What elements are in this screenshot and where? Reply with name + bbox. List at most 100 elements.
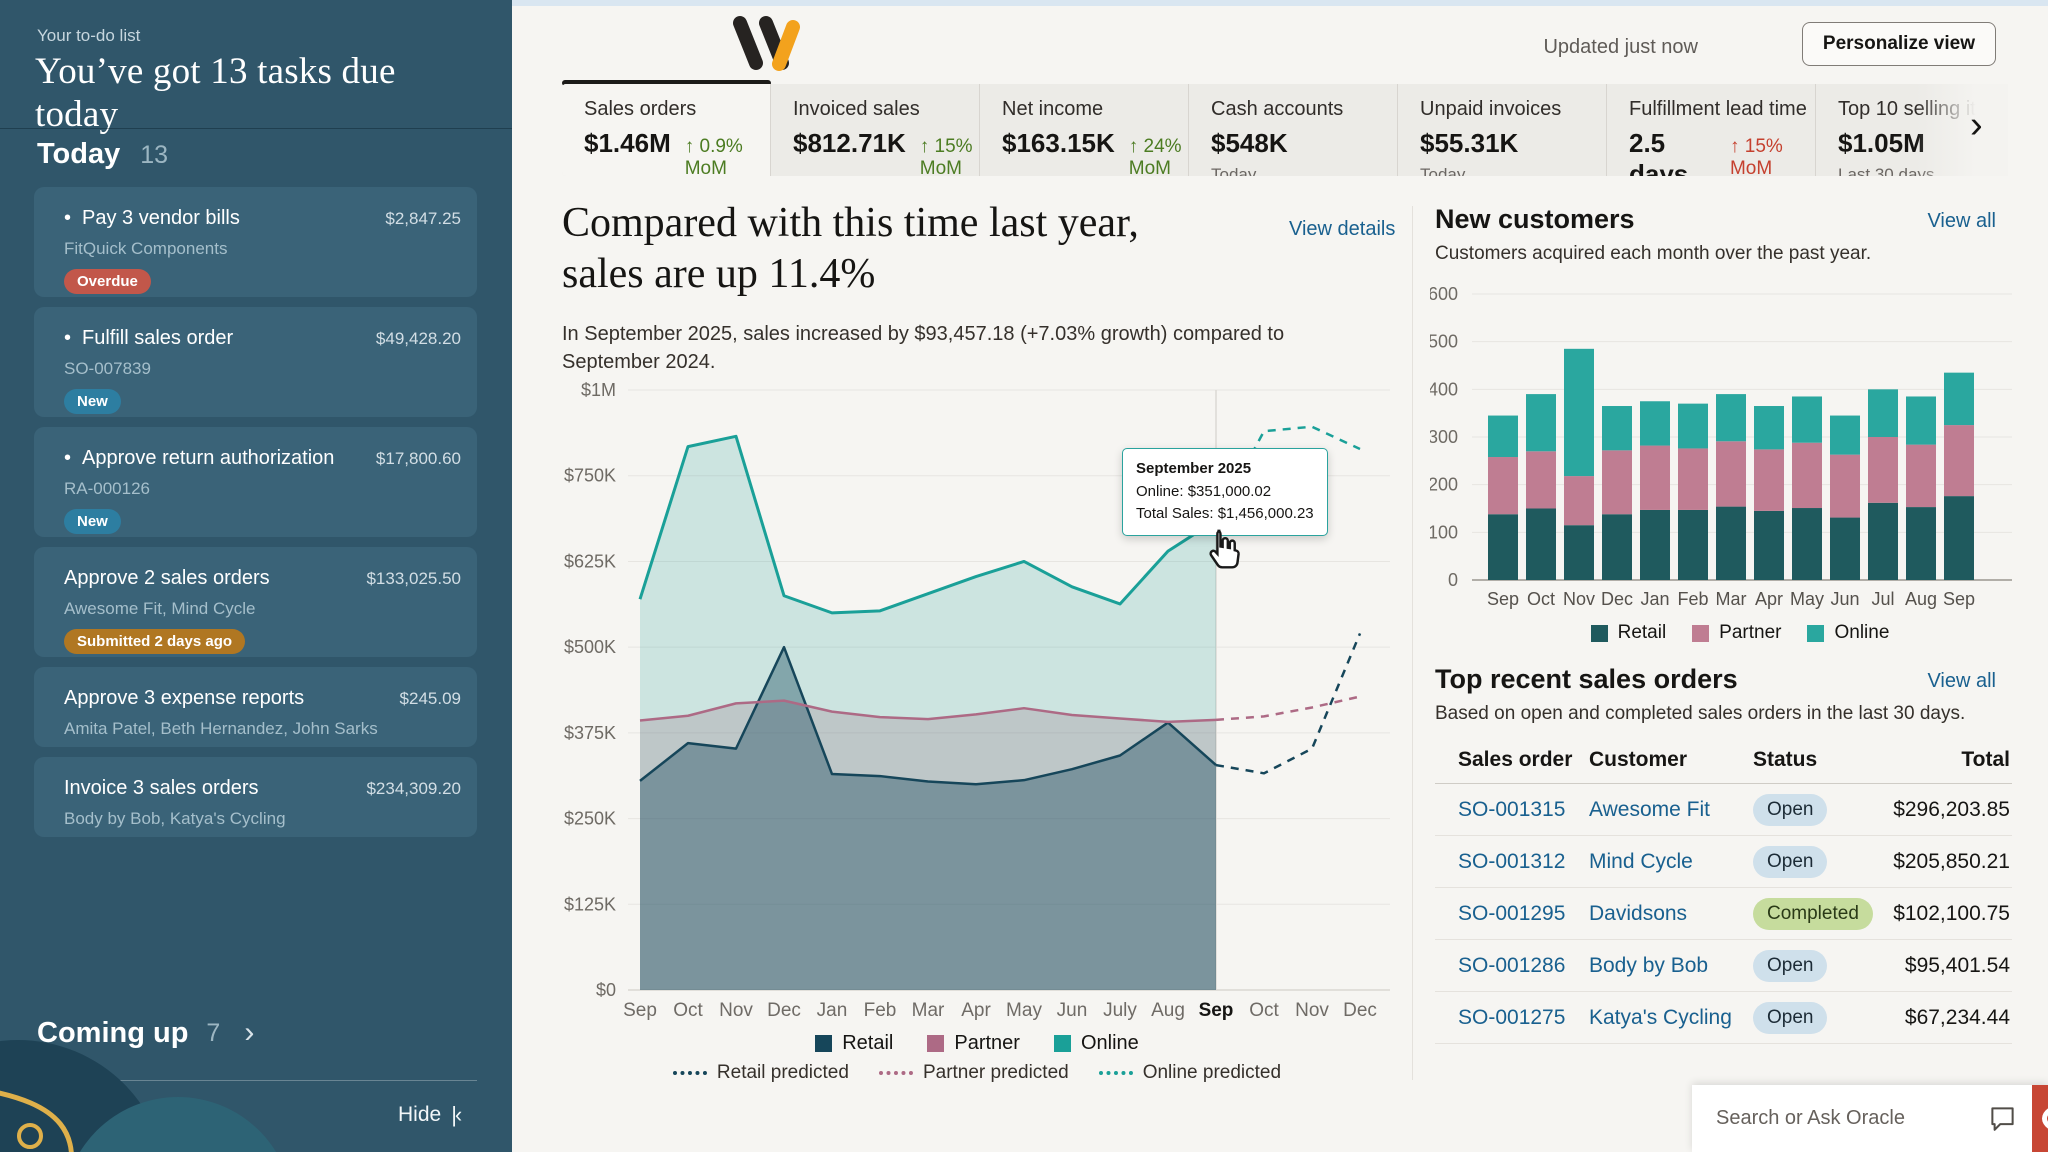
sales-order-row: SO-001312 Mind Cycle Open $205,850.21	[1435, 836, 2012, 888]
svg-text:Dec: Dec	[1601, 589, 1633, 609]
task-card[interactable]: Approve 3 expense reports $245.09 Amita Pa…	[34, 667, 477, 747]
legend-swatch-icon	[1053, 1035, 1071, 1052]
kpi-value-row: $1.05M	[1838, 128, 2008, 159]
chevron-right-icon[interactable]: ›	[244, 1016, 255, 1049]
task-card[interactable]: Invoice 3 sales orders $234,309.20 Body by…	[34, 757, 477, 837]
task-amount: $17,800.60	[375, 449, 461, 468]
kpi-tile-cash-accounts[interactable]: Cash accounts $548K Today	[1189, 84, 1398, 176]
legend-label: Retail	[842, 1032, 894, 1054]
kpi-period: Last 30 days	[1838, 165, 1935, 176]
kpi-tile-net-income[interactable]: Net income$163.15K↑ 24% MoMThis month	[980, 84, 1189, 176]
task-title-row: Approve 3 expense reports $245.09	[64, 687, 461, 710]
legend-label: Retail	[1617, 622, 1667, 643]
svg-text:300: 300	[1430, 427, 1458, 447]
task-amount: $245.09	[399, 689, 461, 708]
col-header-total: Total	[1961, 747, 2010, 771]
new-customers-bar-chart: 0 100 200 300 400 500 600 Sep Oct Nov Dec Jan Feb Mar…	[1430, 284, 2012, 609]
sales-order-row: SO-001275 Katya's Cycling Open $67,234.44	[1435, 992, 2012, 1044]
kpi-scroll-right-button[interactable]: ›	[1970, 104, 1983, 146]
kpi-value-row: $548K	[1211, 128, 1397, 159]
chart-tooltip: September 2025 Online: $351,000.02 Total…	[1122, 448, 1328, 536]
task-subtitle: FitQuick Components	[64, 239, 228, 258]
svg-text:Mar: Mar	[1716, 589, 1747, 609]
svg-text:Dec: Dec	[767, 1000, 801, 1021]
task-card[interactable]: Approve 2 sales orders $133,025.50 Awesome…	[34, 547, 477, 657]
today-section-header: Today 13	[37, 138, 168, 171]
col-header-status: Status	[1753, 747, 1818, 771]
hide-sidebar-button[interactable]: Hide |‹	[398, 1102, 462, 1128]
legend-item-retail: Retail	[815, 1032, 893, 1055]
svg-text:Oct: Oct	[673, 1000, 703, 1021]
customer-link[interactable]: Awesome Fit	[1589, 797, 1710, 821]
tooltip-total-value: Total Sales: $1,456,000.23	[1136, 505, 1314, 522]
svg-text:200: 200	[1430, 475, 1458, 495]
task-card[interactable]: • Approve return authorization $17,800.60 R…	[34, 427, 477, 537]
task-subtitle: SO-007839	[64, 359, 151, 378]
kpi-strip: Sales orders$1.46M↑ 0.9% MoMThis monthIn…	[562, 84, 2008, 176]
kpi-value-row: $1.46M ↑ 0.9% MoM	[584, 128, 770, 176]
task-title: Approve 3 expense reports	[64, 687, 305, 709]
svg-text:Jun: Jun	[1057, 1000, 1088, 1021]
chart-legend-actual: Retail Partner Online	[562, 1032, 1392, 1055]
sales-order-link[interactable]: SO-001295	[1458, 901, 1566, 925]
svg-text:Apr: Apr	[961, 1000, 991, 1021]
company-logo[interactable]	[726, 14, 806, 77]
view-details-link[interactable]: View details	[1289, 218, 1396, 240]
sales-order-link[interactable]: SO-001315	[1458, 797, 1566, 821]
table-header-row: Sales order Customer Status Total	[1435, 736, 2012, 784]
sales-order-link[interactable]: SO-001312	[1458, 849, 1566, 873]
sales-orders-view-all-link[interactable]: View all	[1927, 670, 1996, 692]
svg-text:100: 100	[1430, 522, 1458, 542]
kpi-tile-sales-orders[interactable]: Sales orders$1.46M↑ 0.9% MoMThis month	[562, 84, 771, 176]
coming-up-row[interactable]: Coming up 7 ›	[37, 1016, 254, 1050]
svg-text:$375K: $375K	[564, 723, 616, 743]
task-card[interactable]: • Pay 3 vendor bills $2,847.25 FitQuick Com…	[34, 187, 477, 297]
sales-order-link[interactable]: SO-001286	[1458, 953, 1566, 977]
order-total: $102,100.75	[1893, 901, 2010, 925]
task-amount: $234,309.20	[366, 779, 461, 798]
task-title-row: • Fulfill sales order $49,428.20	[64, 327, 461, 350]
today-count: 13	[140, 141, 169, 169]
svg-text:Feb: Feb	[1677, 589, 1708, 609]
sales-order-link[interactable]: SO-001275	[1458, 1005, 1566, 1029]
customer-link[interactable]: Body by Bob	[1589, 953, 1709, 977]
customer-link[interactable]: Mind Cycle	[1589, 849, 1693, 873]
sidebar-divider	[0, 128, 512, 129]
legend-swatch-icon	[1692, 624, 1710, 642]
todo-headline: You’ve got 13 tasks due today	[35, 51, 396, 135]
new-customers-title: New customers	[1435, 204, 1635, 234]
customer-link[interactable]: Davidsons	[1589, 901, 1688, 925]
column-divider	[1412, 206, 1413, 1080]
personalize-view-button[interactable]: Personalize view	[1801, 22, 1996, 66]
legend-swatch-icon	[1590, 624, 1608, 642]
kpi-tile-invoiced-sales[interactable]: Invoiced sales$812.71K↑ 15% MoMThis mont…	[771, 84, 980, 176]
kpi-label: Unpaid invoices	[1420, 98, 1562, 120]
kpi-tile-unpaid-invoices[interactable]: Unpaid invoices $55.31K Today	[1398, 84, 1607, 176]
customer-link[interactable]: Katya's Cycling	[1589, 1005, 1732, 1029]
new-customers-view-all-link[interactable]: View all	[1927, 210, 1996, 232]
task-amount: $133,025.50	[366, 569, 461, 588]
coming-up-label: Coming up	[37, 1016, 189, 1049]
oracle-assistant-button[interactable]	[2032, 1085, 2048, 1152]
chat-bubble-icon[interactable]	[1989, 1105, 2016, 1132]
sales-orders-subtitle: Based on open and completed sales orders…	[1435, 703, 1966, 724]
svg-text:July: July	[1103, 1000, 1137, 1021]
nc-legend-item-online: Online	[1807, 622, 1889, 644]
task-status-badge: New	[64, 509, 121, 534]
kpi-value: $1.05M	[1838, 128, 1925, 158]
nc-legend-item-partner: Partner	[1692, 622, 1781, 644]
unread-bullet-icon: •	[64, 327, 72, 349]
task-title-row: Approve 2 sales orders $133,025.50	[64, 567, 461, 590]
coming-up-count: 7	[206, 1018, 221, 1047]
task-card[interactable]: • Fulfill sales order $49,428.20 SO-007839 N…	[34, 307, 477, 417]
kpi-label: Cash accounts	[1211, 98, 1344, 120]
search-input[interactable]	[1714, 1106, 1983, 1131]
svg-text:Sep: Sep	[1199, 1000, 1234, 1021]
todo-sidebar: Your to-do list You’ve got 13 tasks due …	[0, 0, 512, 1152]
order-total: $95,401.54	[1904, 953, 2010, 977]
hand-cursor-icon	[1209, 529, 1240, 569]
kpi-period: Today	[1420, 165, 1466, 176]
svg-text:Aug: Aug	[1151, 1000, 1185, 1021]
sales-order-row: SO-001315 Awesome Fit Open $296,203.85	[1435, 784, 2012, 836]
